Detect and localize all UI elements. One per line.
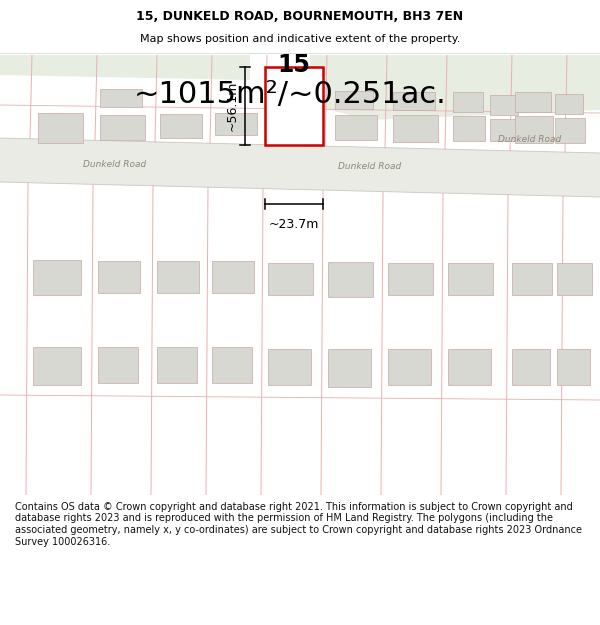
- Text: Contains OS data © Crown copyright and database right 2021. This information is : Contains OS data © Crown copyright and d…: [15, 502, 582, 547]
- Bar: [212, 261, 254, 293]
- Text: Dunkeld Road: Dunkeld Road: [499, 135, 562, 144]
- Bar: [38, 113, 83, 143]
- Bar: [157, 261, 199, 293]
- Bar: [265, 67, 323, 145]
- Bar: [328, 262, 373, 297]
- Text: ~1015m²/~0.251ac.: ~1015m²/~0.251ac.: [134, 80, 446, 109]
- Bar: [555, 94, 583, 114]
- Bar: [448, 349, 491, 385]
- Bar: [268, 349, 311, 385]
- Bar: [98, 261, 140, 293]
- Polygon shape: [0, 55, 250, 80]
- Text: Dunkeld Road: Dunkeld Road: [83, 161, 146, 169]
- Bar: [100, 89, 142, 107]
- Text: Dunkeld Road: Dunkeld Road: [338, 162, 401, 171]
- Bar: [453, 92, 483, 112]
- Polygon shape: [0, 138, 600, 197]
- Bar: [388, 263, 433, 295]
- Bar: [212, 347, 252, 383]
- Text: Map shows position and indicative extent of the property.: Map shows position and indicative extent…: [140, 34, 460, 44]
- Bar: [268, 263, 313, 295]
- Bar: [388, 349, 431, 385]
- Bar: [512, 349, 550, 385]
- Bar: [557, 349, 590, 385]
- Bar: [335, 91, 373, 109]
- Bar: [557, 263, 592, 295]
- Bar: [33, 347, 81, 385]
- Text: ~56.1m: ~56.1m: [226, 81, 239, 131]
- Bar: [453, 116, 485, 141]
- Bar: [490, 119, 520, 141]
- Text: 15: 15: [278, 53, 310, 78]
- Bar: [490, 95, 518, 115]
- Bar: [393, 115, 438, 142]
- Bar: [335, 115, 377, 140]
- Bar: [393, 92, 435, 110]
- Bar: [515, 92, 551, 112]
- Bar: [98, 347, 138, 383]
- Bar: [328, 349, 371, 387]
- Bar: [448, 263, 493, 295]
- Bar: [515, 116, 553, 143]
- Bar: [215, 113, 257, 135]
- Bar: [157, 347, 197, 383]
- Bar: [160, 114, 202, 138]
- Bar: [100, 115, 145, 140]
- Bar: [512, 263, 552, 295]
- Text: 15, DUNKELD ROAD, BOURNEMOUTH, BH3 7EN: 15, DUNKELD ROAD, BOURNEMOUTH, BH3 7EN: [136, 10, 464, 23]
- Bar: [33, 260, 81, 295]
- Polygon shape: [310, 55, 600, 120]
- Bar: [555, 118, 585, 143]
- Text: ~23.7m: ~23.7m: [269, 217, 319, 231]
